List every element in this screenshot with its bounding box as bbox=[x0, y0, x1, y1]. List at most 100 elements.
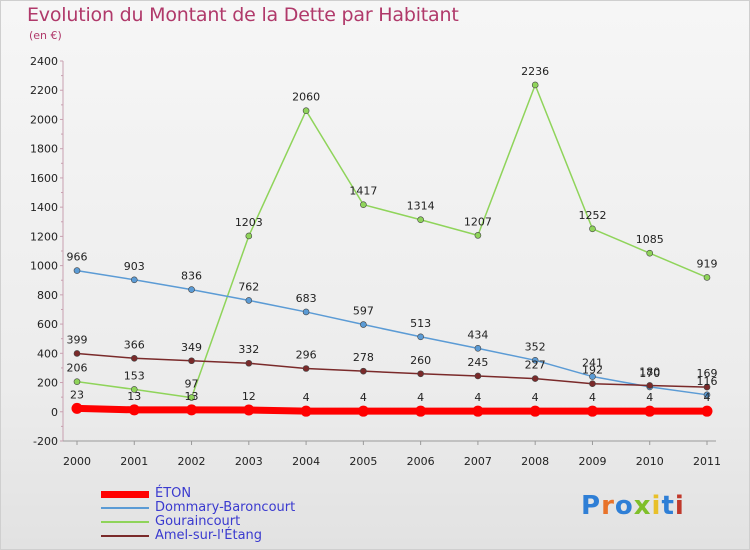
data-point-gouraincourt bbox=[360, 201, 367, 208]
logo-letter: r bbox=[601, 491, 615, 521]
data-label-amel-sur-l-tang: 192 bbox=[582, 364, 603, 377]
data-label-dommary-baroncourt: 352 bbox=[525, 340, 546, 353]
data-label-ton: 4 bbox=[417, 391, 424, 404]
data-point-dommary-baroncourt bbox=[417, 333, 424, 341]
data-label-dommary-baroncourt: 597 bbox=[353, 305, 374, 318]
data-label-gouraincourt: 2236 bbox=[521, 65, 549, 78]
legend-label-gouraincourt: Gouraincourt bbox=[155, 514, 241, 529]
y-tick-label: 0 bbox=[51, 406, 58, 419]
data-point-amel-sur-l-tang bbox=[646, 382, 654, 389]
logo-letter: t bbox=[661, 491, 675, 521]
data-point-ton bbox=[71, 402, 83, 414]
data-label-dommary-baroncourt: 434 bbox=[467, 328, 488, 341]
data-labels: 206 153 97 1203 2060 1417 1314 1207 2236 1252 1085… bbox=[67, 65, 718, 404]
data-label-ton: 4 bbox=[474, 391, 481, 404]
data-point-ton bbox=[128, 404, 140, 416]
data-point-amel-sur-l-tang bbox=[73, 350, 81, 357]
data-point-gouraincourt bbox=[417, 216, 424, 224]
legend-swatch-gouraincourt bbox=[101, 521, 149, 523]
data-point-ton bbox=[472, 405, 484, 417]
data-label-amel-sur-l-tang: 245 bbox=[467, 356, 488, 369]
data-label-ton: 12 bbox=[242, 390, 256, 403]
data-label-dommary-baroncourt: 836 bbox=[181, 270, 202, 283]
series-line-gouraincourt bbox=[76, 84, 708, 399]
data-label-gouraincourt: 1417 bbox=[349, 185, 377, 198]
data-point-dommary-baroncourt bbox=[474, 345, 482, 352]
data-label-dommary-baroncourt: 170 bbox=[639, 367, 660, 380]
legend-label-amel-sur-l-tang: Amel-sur-l'Étang bbox=[155, 528, 263, 543]
data-label-amel-sur-l-tang: 227 bbox=[525, 359, 546, 372]
y-tick-label: 1400 bbox=[30, 201, 58, 214]
series-line-dommary-baroncourt bbox=[76, 269, 708, 396]
data-point-gouraincourt bbox=[245, 232, 253, 240]
x-tick-label: 2005 bbox=[349, 455, 377, 468]
data-label-gouraincourt: 1252 bbox=[578, 209, 606, 222]
logo-letter: x bbox=[633, 491, 652, 521]
data-label-amel-sur-l-tang: 399 bbox=[67, 333, 88, 346]
data-point-gouraincourt bbox=[302, 107, 310, 114]
y-tick-label: 1000 bbox=[30, 260, 58, 273]
y-tick-label: 400 bbox=[37, 347, 58, 360]
data-label-dommary-baroncourt: 762 bbox=[238, 280, 259, 293]
axes: -200 0 200 400 600 800 1000 1200 1400 1600 1800 200… bbox=[30, 55, 721, 468]
y-tick-label: 2000 bbox=[30, 113, 58, 126]
data-label-amel-sur-l-tang: 296 bbox=[296, 349, 317, 362]
logo-letter: i bbox=[651, 491, 662, 521]
x-tick-label: 2004 bbox=[292, 455, 320, 468]
data-point-amel-sur-l-tang bbox=[360, 367, 367, 375]
data-point-gouraincourt bbox=[73, 378, 81, 385]
legend-swatch-amel-sur-l-tang bbox=[101, 535, 149, 537]
data-label-amel-sur-l-tang: 366 bbox=[124, 338, 145, 351]
legend-swatch-ton bbox=[101, 490, 149, 498]
data-point-gouraincourt bbox=[646, 249, 654, 257]
data-label-amel-sur-l-tang: 278 bbox=[353, 351, 374, 364]
data-label-gouraincourt: 1314 bbox=[407, 200, 435, 213]
logo-letter: P bbox=[581, 491, 602, 521]
data-point-dommary-baroncourt bbox=[531, 357, 539, 364]
data-label-ton: 4 bbox=[589, 391, 596, 404]
y-tick-label: 2200 bbox=[30, 84, 58, 97]
data-point-amel-sur-l-tang bbox=[531, 375, 539, 382]
data-point-ton bbox=[529, 405, 541, 417]
chart-title: Evolution du Montant de la Dette par Hab… bbox=[27, 4, 459, 26]
data-point-amel-sur-l-tang bbox=[302, 365, 310, 372]
y-tick-label: -200 bbox=[33, 435, 58, 448]
data-point-ton bbox=[357, 405, 369, 417]
x-tick-label: 2010 bbox=[636, 455, 664, 468]
data-label-gouraincourt: 97 bbox=[185, 378, 199, 391]
data-point-ton bbox=[186, 404, 198, 416]
x-tick-label: 2011 bbox=[693, 455, 721, 468]
data-label-amel-sur-l-tang: 332 bbox=[238, 343, 259, 356]
data-point-amel-sur-l-tang bbox=[130, 354, 138, 362]
x-tick-label: 2008 bbox=[521, 455, 549, 468]
x-tick-label: 2000 bbox=[63, 455, 91, 468]
x-tick-label: 2001 bbox=[120, 455, 148, 468]
data-point-amel-sur-l-tang bbox=[188, 357, 195, 365]
chart-subtitle: (en €) bbox=[29, 29, 62, 42]
y-tick-label: 800 bbox=[37, 289, 58, 302]
logo-letter: i bbox=[674, 491, 685, 521]
series-lines bbox=[71, 81, 713, 417]
y-tick-label: 200 bbox=[37, 377, 58, 390]
data-label-ton: 4 bbox=[704, 391, 711, 404]
data-point-ton bbox=[586, 405, 598, 417]
y-tick-label: 2400 bbox=[30, 55, 58, 68]
data-point-dommary-baroncourt bbox=[589, 373, 596, 380]
data-label-dommary-baroncourt: 116 bbox=[697, 375, 718, 388]
data-label-amel-sur-l-tang: 260 bbox=[410, 354, 431, 367]
data-point-gouraincourt bbox=[531, 81, 539, 89]
x-tick-label: 2002 bbox=[178, 455, 206, 468]
data-label-amel-sur-l-tang: 349 bbox=[181, 341, 202, 354]
data-label-ton: 4 bbox=[360, 391, 367, 404]
data-point-amel-sur-l-tang bbox=[417, 370, 424, 378]
data-point-dommary-baroncourt bbox=[245, 297, 253, 304]
data-point-dommary-baroncourt bbox=[73, 267, 81, 274]
data-label-gouraincourt: 1085 bbox=[636, 233, 664, 246]
data-point-dommary-baroncourt bbox=[360, 321, 367, 328]
proxiti-logo: Proxiti bbox=[581, 491, 685, 521]
x-tick-label: 2007 bbox=[464, 455, 492, 468]
series-line-ton bbox=[73, 404, 711, 415]
data-label-dommary-baroncourt: 903 bbox=[124, 260, 145, 273]
